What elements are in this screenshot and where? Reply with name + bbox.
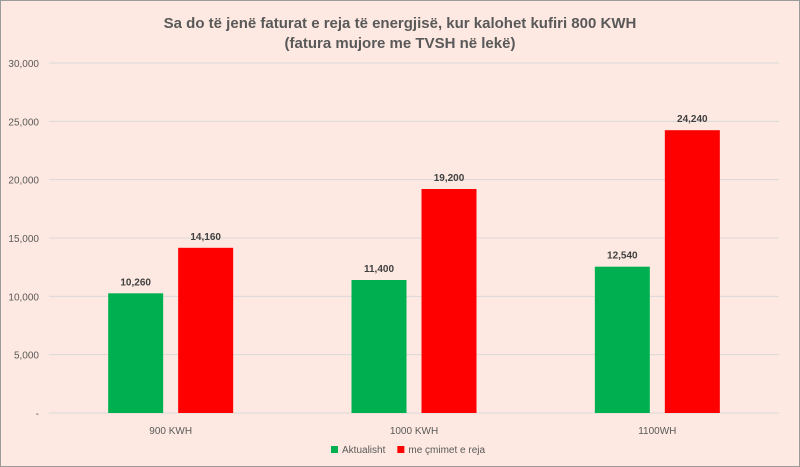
chart-subtitle: (fatura mujore me TVSH në lekë) [285,35,516,52]
bar [421,189,477,413]
bar [351,280,407,413]
data-label: 19,200 [434,173,465,184]
chart-title: Sa do të jenë faturat e reja të energjis… [164,15,637,32]
x-tick-label: 900 KWH [149,426,192,437]
data-label: 12,540 [607,251,638,262]
legend-label: me çmimet e reja [408,445,485,456]
bar [664,130,720,413]
data-label: 14,160 [190,232,221,243]
y-tick-label: 10,000 [8,292,39,303]
y-tick-label: 15,000 [8,234,39,245]
bars [108,130,720,413]
legend-swatch [331,446,338,453]
bar [108,293,164,413]
y-tick-label: 20,000 [8,176,39,187]
y-tick-label: - [36,409,39,420]
x-axis-categories: 900 KWH 1000 KWH 1100WH [149,426,676,437]
bar [178,247,234,413]
bar [594,266,650,413]
y-tick-label: 30,000 [8,59,39,70]
x-tick-label: 1000 KWH [390,426,438,437]
gridlines [49,62,779,414]
y-axis-ticks: - 5,000 10,000 15,000 20,000 25,000 30,000 [8,59,39,420]
y-tick-label: 25,000 [8,117,39,128]
data-label: 11,400 [364,264,394,275]
x-tick-label: 1100WH [638,426,676,437]
data-label: 24,240 [677,114,708,125]
y-tick-label: 5,000 [14,351,39,362]
data-label: 10,260 [120,277,151,288]
data-labels: 10,260 14,160 11,400 19,200 12,540 24,240 [120,114,708,288]
legend-label: Aktualisht [342,445,386,456]
legend-swatch [397,446,405,453]
legend: Aktualisht me çmimet e reja [331,445,485,456]
